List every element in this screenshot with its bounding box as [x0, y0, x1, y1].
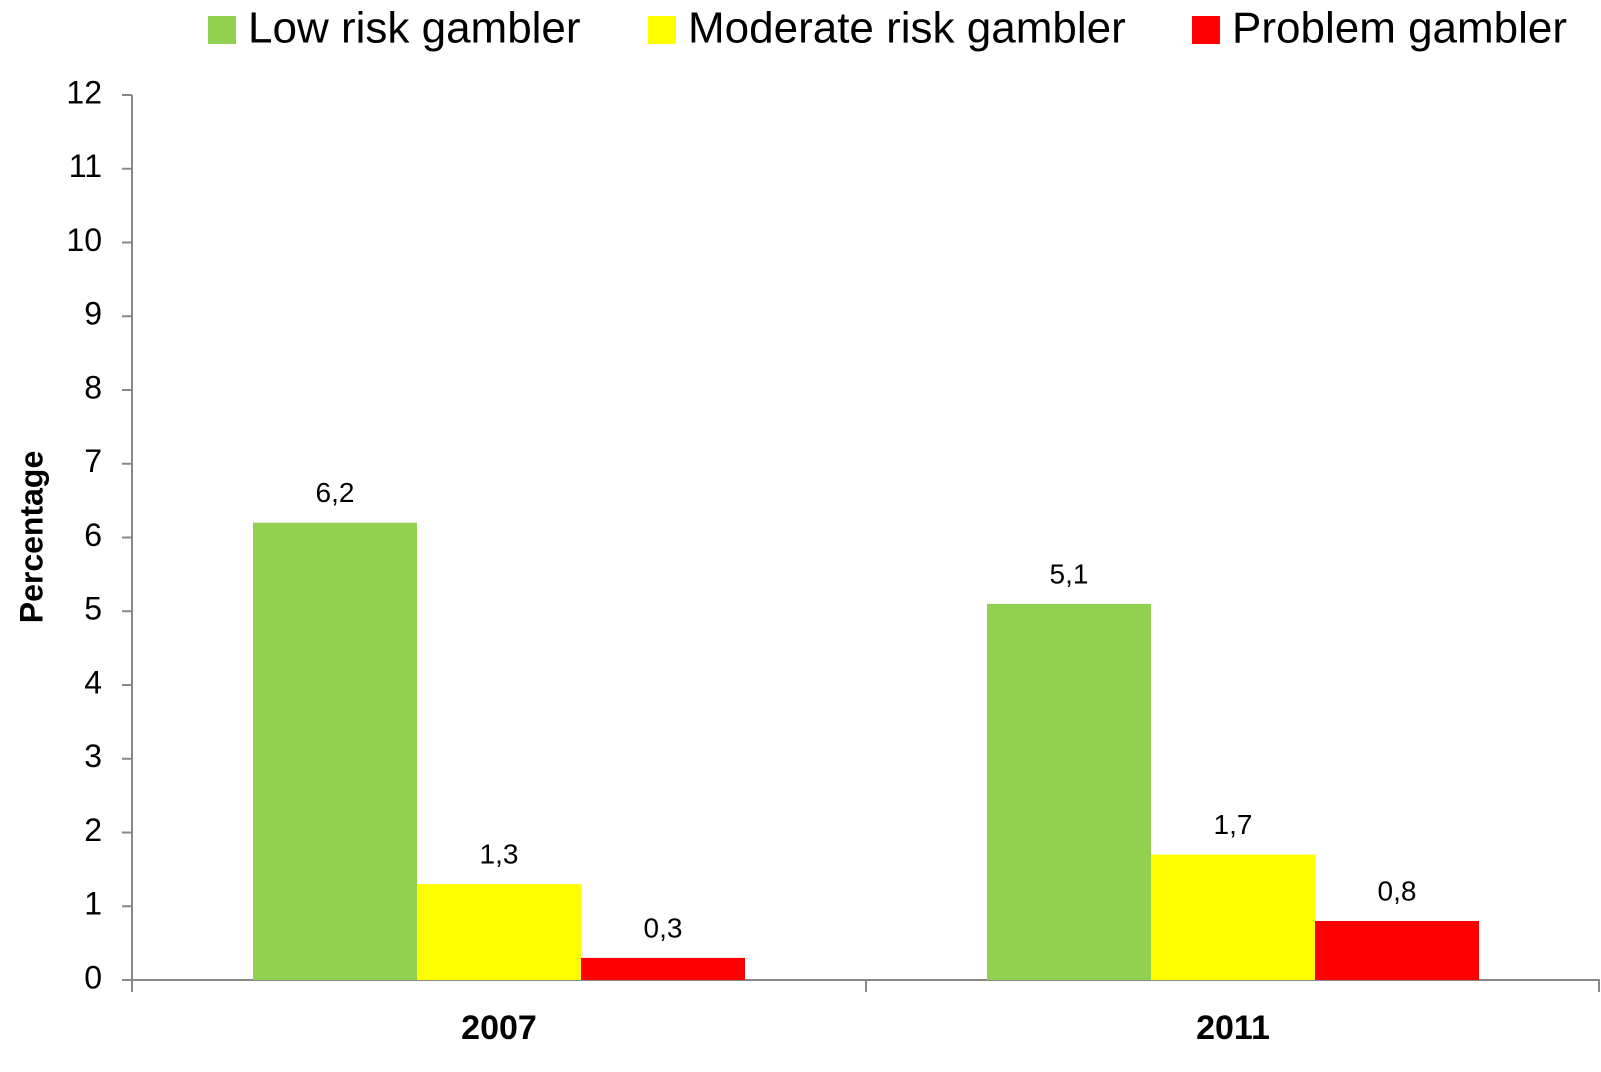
y-tick-label: 6 — [84, 517, 102, 553]
data-label: 0,3 — [644, 912, 683, 943]
data-label: 6,2 — [316, 477, 355, 508]
bar — [253, 522, 417, 980]
y-tick-label: 8 — [84, 369, 102, 405]
y-tick-label: 2 — [84, 812, 102, 848]
y-tick-label: 11 — [69, 148, 102, 184]
data-label: 1,7 — [1214, 809, 1253, 840]
data-label: 1,3 — [480, 839, 519, 870]
y-tick-label: 5 — [84, 591, 102, 627]
x-tick-label: 2007 — [461, 1009, 537, 1047]
bar — [417, 884, 581, 980]
y-tick-label: 12 — [66, 74, 102, 110]
y-tick-label: 3 — [84, 738, 102, 774]
legend-label: Moderate risk gambler — [688, 4, 1126, 53]
legend-swatch — [208, 16, 236, 44]
legend-swatch — [1192, 16, 1220, 44]
bar — [581, 957, 745, 980]
y-tick-label: 0 — [84, 959, 102, 995]
bar — [1315, 921, 1479, 980]
y-tick-label: 1 — [84, 886, 102, 922]
bar — [987, 603, 1151, 980]
y-axis-title: Percentage — [13, 451, 49, 624]
legend-label: Problem gambler — [1232, 4, 1567, 53]
y-tick-label: 4 — [84, 664, 102, 700]
legend-swatch — [648, 16, 676, 44]
legend-label: Low risk gambler — [248, 4, 581, 53]
y-tick-label: 7 — [84, 443, 102, 479]
y-tick-label: 9 — [84, 296, 102, 332]
data-label: 5,1 — [1050, 558, 1089, 589]
bar — [1151, 854, 1315, 980]
x-tick-label: 2011 — [1196, 1009, 1270, 1047]
data-label: 0,8 — [1378, 875, 1417, 906]
y-tick-label: 10 — [66, 222, 102, 258]
